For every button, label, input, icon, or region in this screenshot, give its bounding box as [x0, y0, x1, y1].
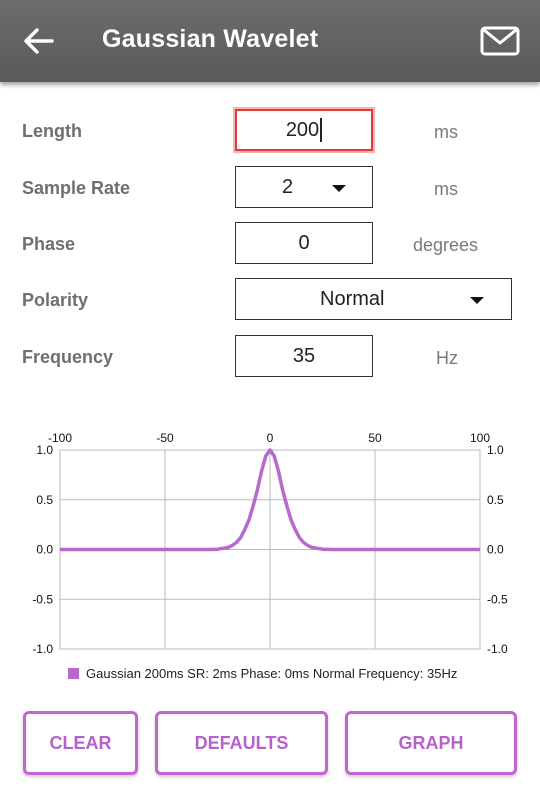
sample-rate-label: Sample Rate: [22, 178, 131, 198]
sample-rate-unit: ms: [434, 179, 458, 199]
length-label: Length: [22, 121, 82, 141]
envelope-icon[interactable]: [480, 25, 520, 57]
polarity-select[interactable]: Normal: [235, 278, 512, 320]
y-tick-label-left: 0.0: [36, 543, 53, 557]
phase-label: Phase: [22, 234, 76, 254]
arrow-left-icon[interactable]: [22, 26, 56, 56]
length-unit: ms: [434, 122, 458, 142]
y-tick-label-left: 1.0: [36, 443, 53, 457]
length-value: 200: [285, 118, 320, 141]
y-tick-label-right: -0.5: [487, 592, 508, 606]
app-bar: Gaussian Wavelet: [0, 0, 540, 82]
frequency-label: Frequency: [22, 347, 114, 367]
defaults-button[interactable]: DEFAULTS: [155, 711, 328, 775]
text-cursor: [320, 118, 323, 142]
length-input[interactable]: 200: [235, 109, 373, 151]
y-tick-label-right: 1.0: [487, 443, 504, 457]
chart-legend: Gaussian 200ms SR: 2ms Phase: 0ms Normal…: [68, 666, 457, 681]
y-tick-label-left: 0.5: [36, 493, 53, 507]
frequency-unit: Hz: [436, 348, 458, 368]
clear-button[interactable]: CLEAR: [23, 711, 138, 775]
sample-rate-select[interactable]: 2: [235, 166, 373, 208]
y-tick-label-left: -0.5: [32, 592, 53, 606]
phase-unit: degrees: [413, 235, 479, 255]
graph-button[interactable]: GRAPH: [345, 711, 517, 775]
x-tick-label: -50: [156, 431, 174, 445]
x-tick-label: -100: [48, 431, 72, 445]
frequency-input[interactable]: 35: [235, 335, 373, 377]
y-tick-label-left: -1.0: [32, 642, 53, 656]
gaussian-series-line: [60, 448, 480, 552]
polarity-value: Normal: [320, 288, 385, 310]
sample-rate-value: 2: [282, 176, 294, 198]
page-title: Gaussian Wavelet: [102, 25, 319, 53]
x-tick-label: 0: [267, 431, 274, 445]
chevron-down-icon: [332, 185, 346, 192]
legend-label: Gaussian 200ms SR: 2ms Phase: 0ms Normal…: [86, 666, 458, 681]
polarity-label: Polarity: [22, 290, 89, 310]
x-tick-label: 100: [470, 431, 490, 445]
x-tick-label: 50: [368, 431, 382, 445]
y-tick-label-right: 0.5: [487, 493, 504, 507]
phase-input[interactable]: 0: [235, 222, 373, 264]
y-tick-label-right: -1.0: [487, 642, 508, 656]
phase-value: 0: [298, 231, 310, 254]
frequency-value: 35: [292, 344, 316, 367]
y-tick-label-right: 0.0: [487, 543, 504, 557]
chevron-down-icon: [470, 297, 484, 304]
legend-swatch: [68, 668, 79, 679]
